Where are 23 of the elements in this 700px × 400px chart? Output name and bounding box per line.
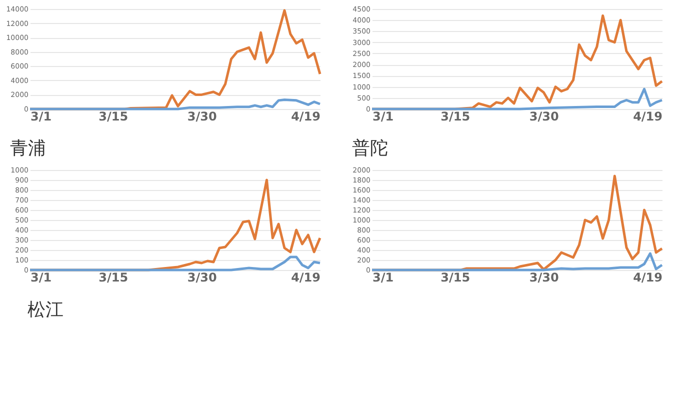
x-tick-label: 3/15: [98, 110, 128, 124]
line-series: [28, 256, 322, 272]
x-tick-label: 3/30: [529, 270, 559, 284]
x-tick-label: 4/19: [291, 110, 320, 124]
x-tick-label: 3/1: [30, 270, 52, 284]
x-tick-label: 3/15: [440, 110, 470, 124]
x-tick-label: 3/1: [30, 110, 52, 124]
line-series: [370, 88, 664, 110]
x-tick-label: 3/1: [372, 270, 394, 284]
x-tick-label: 3/15: [440, 270, 470, 284]
x-tick-label: 4/19: [633, 270, 662, 284]
x-tick-label: 3/30: [529, 110, 559, 124]
line-series: [28, 98, 322, 110]
x-tick-label: 3/15: [98, 270, 128, 284]
x-tick-label: 3/30: [187, 110, 217, 124]
x-tick-label: 4/19: [633, 110, 662, 124]
line-series: [370, 252, 664, 272]
x-tick-label: 4/19: [291, 270, 320, 284]
x-tick-label: 3/30: [187, 270, 217, 284]
chart-title: 青浦: [10, 138, 46, 159]
text: 松江: [27, 299, 64, 320]
x-tick-label: 3/1: [372, 110, 394, 124]
chart-title: 普陀: [352, 138, 388, 159]
